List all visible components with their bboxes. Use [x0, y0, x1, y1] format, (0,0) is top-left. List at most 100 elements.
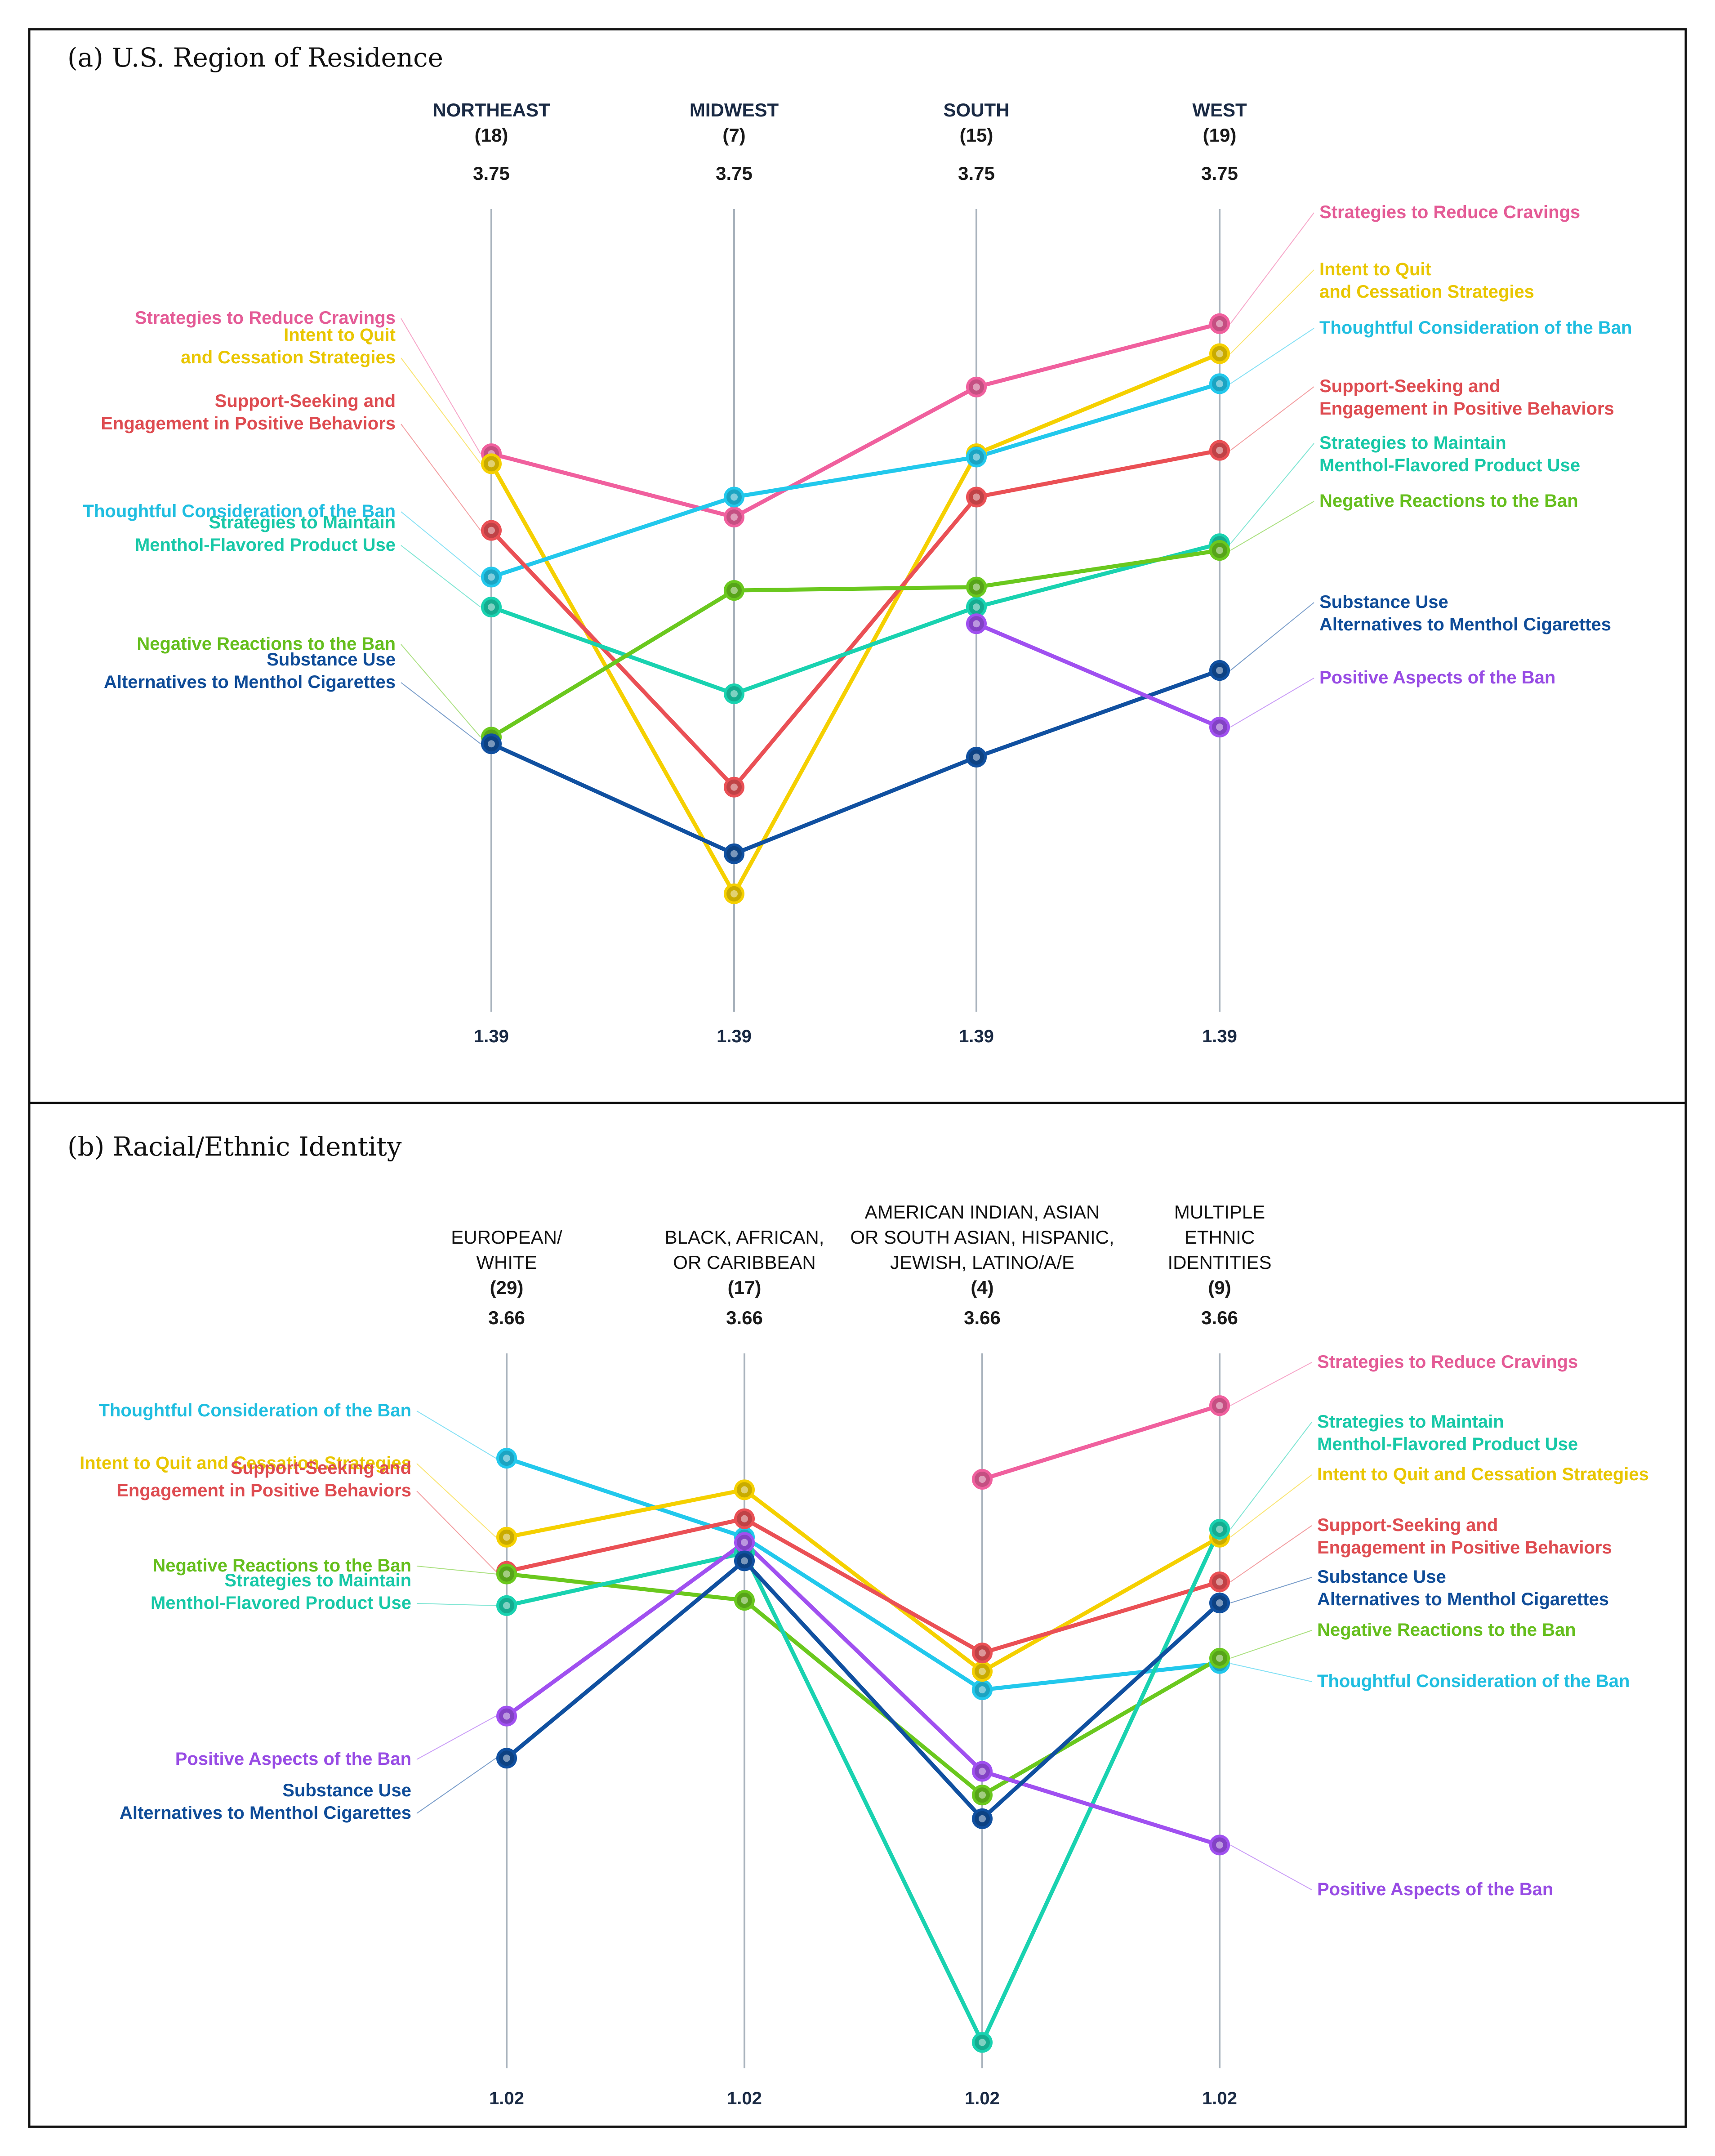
point-highlight: [1216, 380, 1223, 388]
point-strategies-to-maintain-menthol-flavored-product-use-axis-3: [972, 2032, 993, 2053]
axis-header-european-white: EUROPEAN/WHITE: [451, 1227, 562, 1273]
point-negative-reactions-to-the-ban-axis-1: [496, 1563, 517, 1585]
series-labels: Strategies to Reduce Cravings Strategies …: [83, 202, 1632, 744]
point-intent-to-quit-and-cessation-strategies-axis-1: [496, 1527, 517, 1548]
panel-b-title: (b) Racial/Ethnic Identity: [67, 1131, 402, 1162]
right-leader-negative-reactions-to-the-ban: [1230, 501, 1314, 551]
series-labels: Thoughtful Consideration of the Ban Thoug…: [80, 1352, 1649, 1899]
point-highlight: [1216, 723, 1223, 731]
point-substance-use-alternatives-to-menthol-cigarettes-axis-1: [496, 1748, 517, 1769]
left-leader-support-seeking-and-engagement-in-positive-behaviors: [401, 424, 481, 531]
point-strategies-to-reduce-cravings-axis-2: [724, 506, 744, 527]
right-label-thoughtful-consideration-of-the-ban: Thoughtful Consideration of the Ban: [1319, 318, 1632, 338]
axis-min-tick: 1.39: [474, 1027, 509, 1046]
point-strategies-to-maintain-menthol-flavored-product-use-axis-1: [481, 597, 502, 618]
point-highlight: [979, 2039, 986, 2046]
point-highlight: [1216, 320, 1223, 327]
right-leader-negative-reactions-to-the-ban: [1230, 1630, 1312, 1659]
point-highlight: [488, 460, 495, 468]
point-strategies-to-maintain-menthol-flavored-product-use-axis-1: [496, 1595, 517, 1616]
axis-header-black-african-or-caribbean: BLACK, AFRICAN, OR CARIBBEAN: [665, 1227, 824, 1273]
series-line-thoughtful-consideration-of-the-ban: [504, 1456, 1222, 1692]
left-label-thoughtful-consideration-of-the-ban: Thoughtful Consideration of the Ban: [99, 1401, 411, 1420]
series-line-substance-use-alternatives-to-menthol-cigarettes: [489, 668, 1222, 856]
left-label-intent-to-quit-and-cessation-strategies: Intent to Quit and Cessation Strategies: [80, 1453, 411, 1473]
point-positive-aspects-of-the-ban-axis-3: [972, 1761, 993, 1782]
left-leader-thoughtful-consideration-of-the-ban: [416, 1411, 496, 1459]
right-label-support-seeking-and-engagement-in-positive-behaviors: Support-Seeking and Engagement in Positiv…: [1317, 1515, 1612, 1558]
point-highlight: [741, 1486, 748, 1494]
point-highlight: [973, 453, 980, 461]
axis-min-tick: 1.02: [727, 2089, 762, 2108]
right-label-strategies-to-maintain-menthol-flavored-product-use: Strategies to Maintain Menthol-Flavored P…: [1317, 1412, 1578, 1454]
point-highlight: [979, 1649, 986, 1657]
axis-min-tick: 1.02: [1202, 2089, 1237, 2108]
left-label-substance-use-alternatives-to-menthol-cigarettes: Substance Use Alternatives to Menthol Cig…: [104, 650, 396, 692]
point-negative-reactions-to-the-ban-axis-3: [966, 576, 987, 598]
point-highlight: [979, 1768, 986, 1775]
left-leader-substance-use-alternatives-to-menthol-cigarettes: [401, 682, 481, 744]
point-highlight: [1216, 446, 1223, 454]
point-strategies-to-reduce-cravings-axis-3: [972, 1469, 993, 1490]
series-line-support-seeking-and-engagement-in-positive-behaviors: [489, 448, 1222, 790]
point-substance-use-alternatives-to-menthol-cigarettes-axis-4: [1209, 660, 1230, 681]
left-label-negative-reactions-to-the-ban: Negative Reactions to the Ban: [137, 634, 396, 654]
point-highlight: [503, 1712, 510, 1720]
left-label-strategies-to-reduce-cravings: Strategies to Reduce Cravings: [135, 308, 396, 328]
point-highlight: [1216, 1599, 1223, 1607]
point-positive-aspects-of-the-ban-axis-3: [966, 613, 987, 634]
panel-b-frame: [28, 1102, 1687, 2128]
axis-max-tick: 3.66: [726, 1307, 763, 1328]
right-label-substance-use-alternatives-to-menthol-cigarettes: Substance Use Alternatives to Menthol Cig…: [1317, 1567, 1609, 1609]
point-highlight: [731, 493, 738, 501]
axis-sample-size: (19): [1203, 125, 1237, 146]
right-leader-strategies-to-maintain-menthol-flavored-product-use: [1230, 1422, 1312, 1530]
left-leader-negative-reactions-to-the-ban: [416, 1566, 496, 1575]
left-leader-substance-use-alternatives-to-menthol-cigarettes: [416, 1758, 496, 1814]
point-highlight: [1216, 1526, 1223, 1533]
point-intent-to-quit-and-cessation-strategies-axis-1: [481, 453, 502, 474]
series-line-support-seeking-and-engagement-in-positive-behaviors: [504, 1517, 1222, 1655]
right-label-strategies-to-reduce-cravings: Strategies to Reduce Cravings: [1319, 202, 1580, 222]
point-positive-aspects-of-the-ban-axis-4: [1209, 717, 1230, 738]
series-line-strategies-to-maintain-menthol-flavored-product-use: [489, 541, 1222, 696]
point-support-seeking-and-engagement-in-positive-behaviors-axis-2: [734, 1508, 755, 1529]
left-label-thoughtful-consideration-of-the-ban: Thoughtful Consideration of the Ban: [83, 501, 396, 521]
axis-max-tick: 3.75: [1201, 163, 1238, 184]
left-leader-intent-to-quit-and-cessation-strategies: [416, 1463, 496, 1538]
axis-header-northeast: NORTHEAST: [432, 99, 550, 121]
axis-sample-size: (17): [728, 1277, 762, 1298]
right-label-positive-aspects-of-the-ban: Positive Aspects of the Ban: [1317, 1879, 1553, 1899]
point-thoughtful-consideration-of-the-ban-axis-1: [481, 567, 502, 588]
point-support-seeking-and-engagement-in-positive-behaviors-axis-2: [724, 777, 744, 798]
series-points: [496, 1395, 1230, 2053]
point-substance-use-alternatives-to-menthol-cigarettes-axis-3: [966, 746, 987, 768]
right-label-thoughtful-consideration-of-the-ban: Thoughtful Consideration of the Ban: [1317, 1671, 1630, 1691]
series-lines: [504, 1403, 1222, 2044]
axis-min-tick: 1.39: [1202, 1027, 1237, 1046]
left-leader-strategies-to-reduce-cravings: [401, 318, 481, 454]
point-highlight: [731, 513, 738, 521]
series-line-thoughtful-consideration-of-the-ban: [489, 381, 1222, 579]
right-leader-substance-use-alternatives-to-menthol-cigarettes: [1230, 602, 1314, 671]
left-leader-support-seeking-and-engagement-in-positive-behaviors: [416, 1491, 496, 1572]
point-support-seeking-and-engagement-in-positive-behaviors-axis-4: [1209, 440, 1230, 461]
right-label-substance-use-alternatives-to-menthol-cigarettes: Substance Use Alternatives to Menthol Cig…: [1319, 592, 1611, 634]
axis-sample-size: (18): [475, 125, 508, 146]
right-label-positive-aspects-of-the-ban: Positive Aspects of the Ban: [1319, 668, 1555, 687]
point-highlight: [503, 1533, 510, 1541]
axis-sample-size: (15): [960, 125, 993, 146]
point-highlight: [731, 783, 738, 791]
right-label-strategies-to-maintain-menthol-flavored-product-use: Strategies to Maintain Menthol-Flavored P…: [1319, 433, 1580, 475]
point-highlight: [1216, 1402, 1223, 1410]
series-line-negative-reactions-to-the-ban: [489, 548, 1222, 739]
axis-header-south: SOUTH: [944, 99, 1010, 121]
point-highlight: [973, 603, 980, 611]
right-leader-positive-aspects-of-the-ban: [1230, 1844, 1312, 1890]
series-line-positive-aspects-of-the-ban: [974, 621, 1222, 729]
point-strategies-to-maintain-menthol-flavored-product-use-axis-2: [724, 683, 744, 704]
axis-sample-size: (7): [722, 125, 745, 146]
axis-sample-size: (4): [971, 1277, 993, 1298]
point-thoughtful-consideration-of-the-ban-axis-4: [1209, 373, 1230, 394]
panel-b-chart: EUROPEAN/WHITE (29) 3.66 1.02 BLACK, AFRICAN…: [80, 1201, 1649, 2108]
